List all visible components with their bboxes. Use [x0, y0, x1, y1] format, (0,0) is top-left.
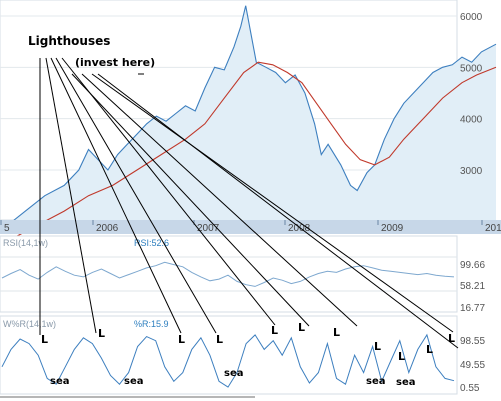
lighthouse-markers: L L L L L L L L L L L — [41, 321, 455, 363]
lighthouse-marker-L: L — [333, 326, 340, 339]
price-area-fill — [6, 5, 496, 227]
wr-value: %R:15.9 — [134, 319, 169, 329]
rsi-value: RSI:52.6 — [134, 238, 169, 248]
lighthouse-marker-L: L — [448, 332, 455, 345]
rsi-tick-label: 16.77 — [460, 303, 485, 314]
lighthouse-ray — [61, 57, 276, 326]
price-y-axis: 6000 5000 4000 3000 — [460, 12, 483, 177]
x-tick-label: 2009 — [381, 223, 404, 234]
time-x-axis: 5 2006 2007 2008 2009 201 — [0, 220, 501, 234]
lighthouse-marker-L: L — [41, 333, 48, 346]
price-line — [5, 5, 497, 227]
sea-marker: sea — [396, 377, 415, 388]
y-tick-label: 3000 — [460, 166, 483, 177]
wr-label: W%R(14,1w) — [3, 319, 56, 329]
lighthouse-marker-L: L — [216, 333, 223, 346]
y-tick-label: 6000 — [460, 12, 483, 23]
sea-marker: sea — [366, 376, 385, 387]
lighthouse-ray — [91, 73, 454, 333]
moving-average-line — [5, 61, 497, 243]
lighthouse-rays — [39, 57, 459, 349]
williams-r-line — [1, 333, 455, 388]
rsi-panel: RSI(14,1w) RSI:52.6 99.66 58.21 16.77 — [0, 235, 485, 314]
x-tick-label: 2006 — [96, 223, 119, 234]
lighthouse-marker-L: L — [398, 350, 405, 363]
lighthouse-marker-L: L — [178, 333, 185, 346]
rsi-axis-ticks: 99.66 58.21 16.77 — [460, 260, 485, 314]
rsi-tick-label: 99.66 — [460, 260, 485, 271]
lighthouse-ray — [55, 57, 217, 334]
y-tick-label: 5000 — [460, 63, 483, 74]
sea-marker: sea — [124, 376, 143, 387]
lighthouse-marker-L: L — [374, 340, 381, 353]
rsi-tick-label: 58.21 — [460, 281, 485, 292]
x-tick-label: 2007 — [197, 223, 220, 234]
x-tick-label: 2008 — [288, 223, 311, 234]
lighthouse-marker-L: L — [426, 343, 433, 356]
wr-axis-ticks: 98.55 49.55 0.55 — [460, 336, 485, 394]
time-axis-band: 5 2006 2007 2008 2009 201 — [0, 220, 501, 234]
williams-r-panel: W%R(14,1w) %R:15.9 98.55 49.55 0.55 — [0, 315, 485, 398]
x-tick-label: 201 — [485, 223, 501, 234]
sea-marker: sea — [224, 368, 243, 379]
x-tick-label: 5 — [4, 223, 10, 234]
lighthouses-annotation: Lighthouses — [28, 34, 110, 48]
wr-tick-label: 49.55 — [460, 360, 485, 371]
lighthouse-ray — [71, 73, 310, 327]
main-price-panel: 6000 5000 4000 3000 — [0, 0, 497, 243]
lighthouse-ray — [45, 57, 97, 334]
lighthouse-marker-L: L — [98, 327, 105, 340]
rsi-label: RSI(14,1w) — [3, 238, 48, 248]
wr-tick-label: 98.55 — [460, 336, 485, 347]
y-tick-label: 4000 — [460, 115, 483, 126]
lighthouse-ray — [50, 57, 182, 334]
lighthouse-ray — [81, 73, 358, 327]
lighthouse-marker-L: L — [271, 324, 278, 337]
lighthouse-marker-L: L — [298, 321, 305, 334]
lighthouse-ray — [97, 73, 459, 349]
invest-here-annotation: (invest here) — [75, 56, 155, 69]
sea-marker: sea — [50, 376, 69, 387]
wr-tick-label: 0.55 — [460, 383, 480, 394]
rsi-line — [1, 261, 455, 287]
